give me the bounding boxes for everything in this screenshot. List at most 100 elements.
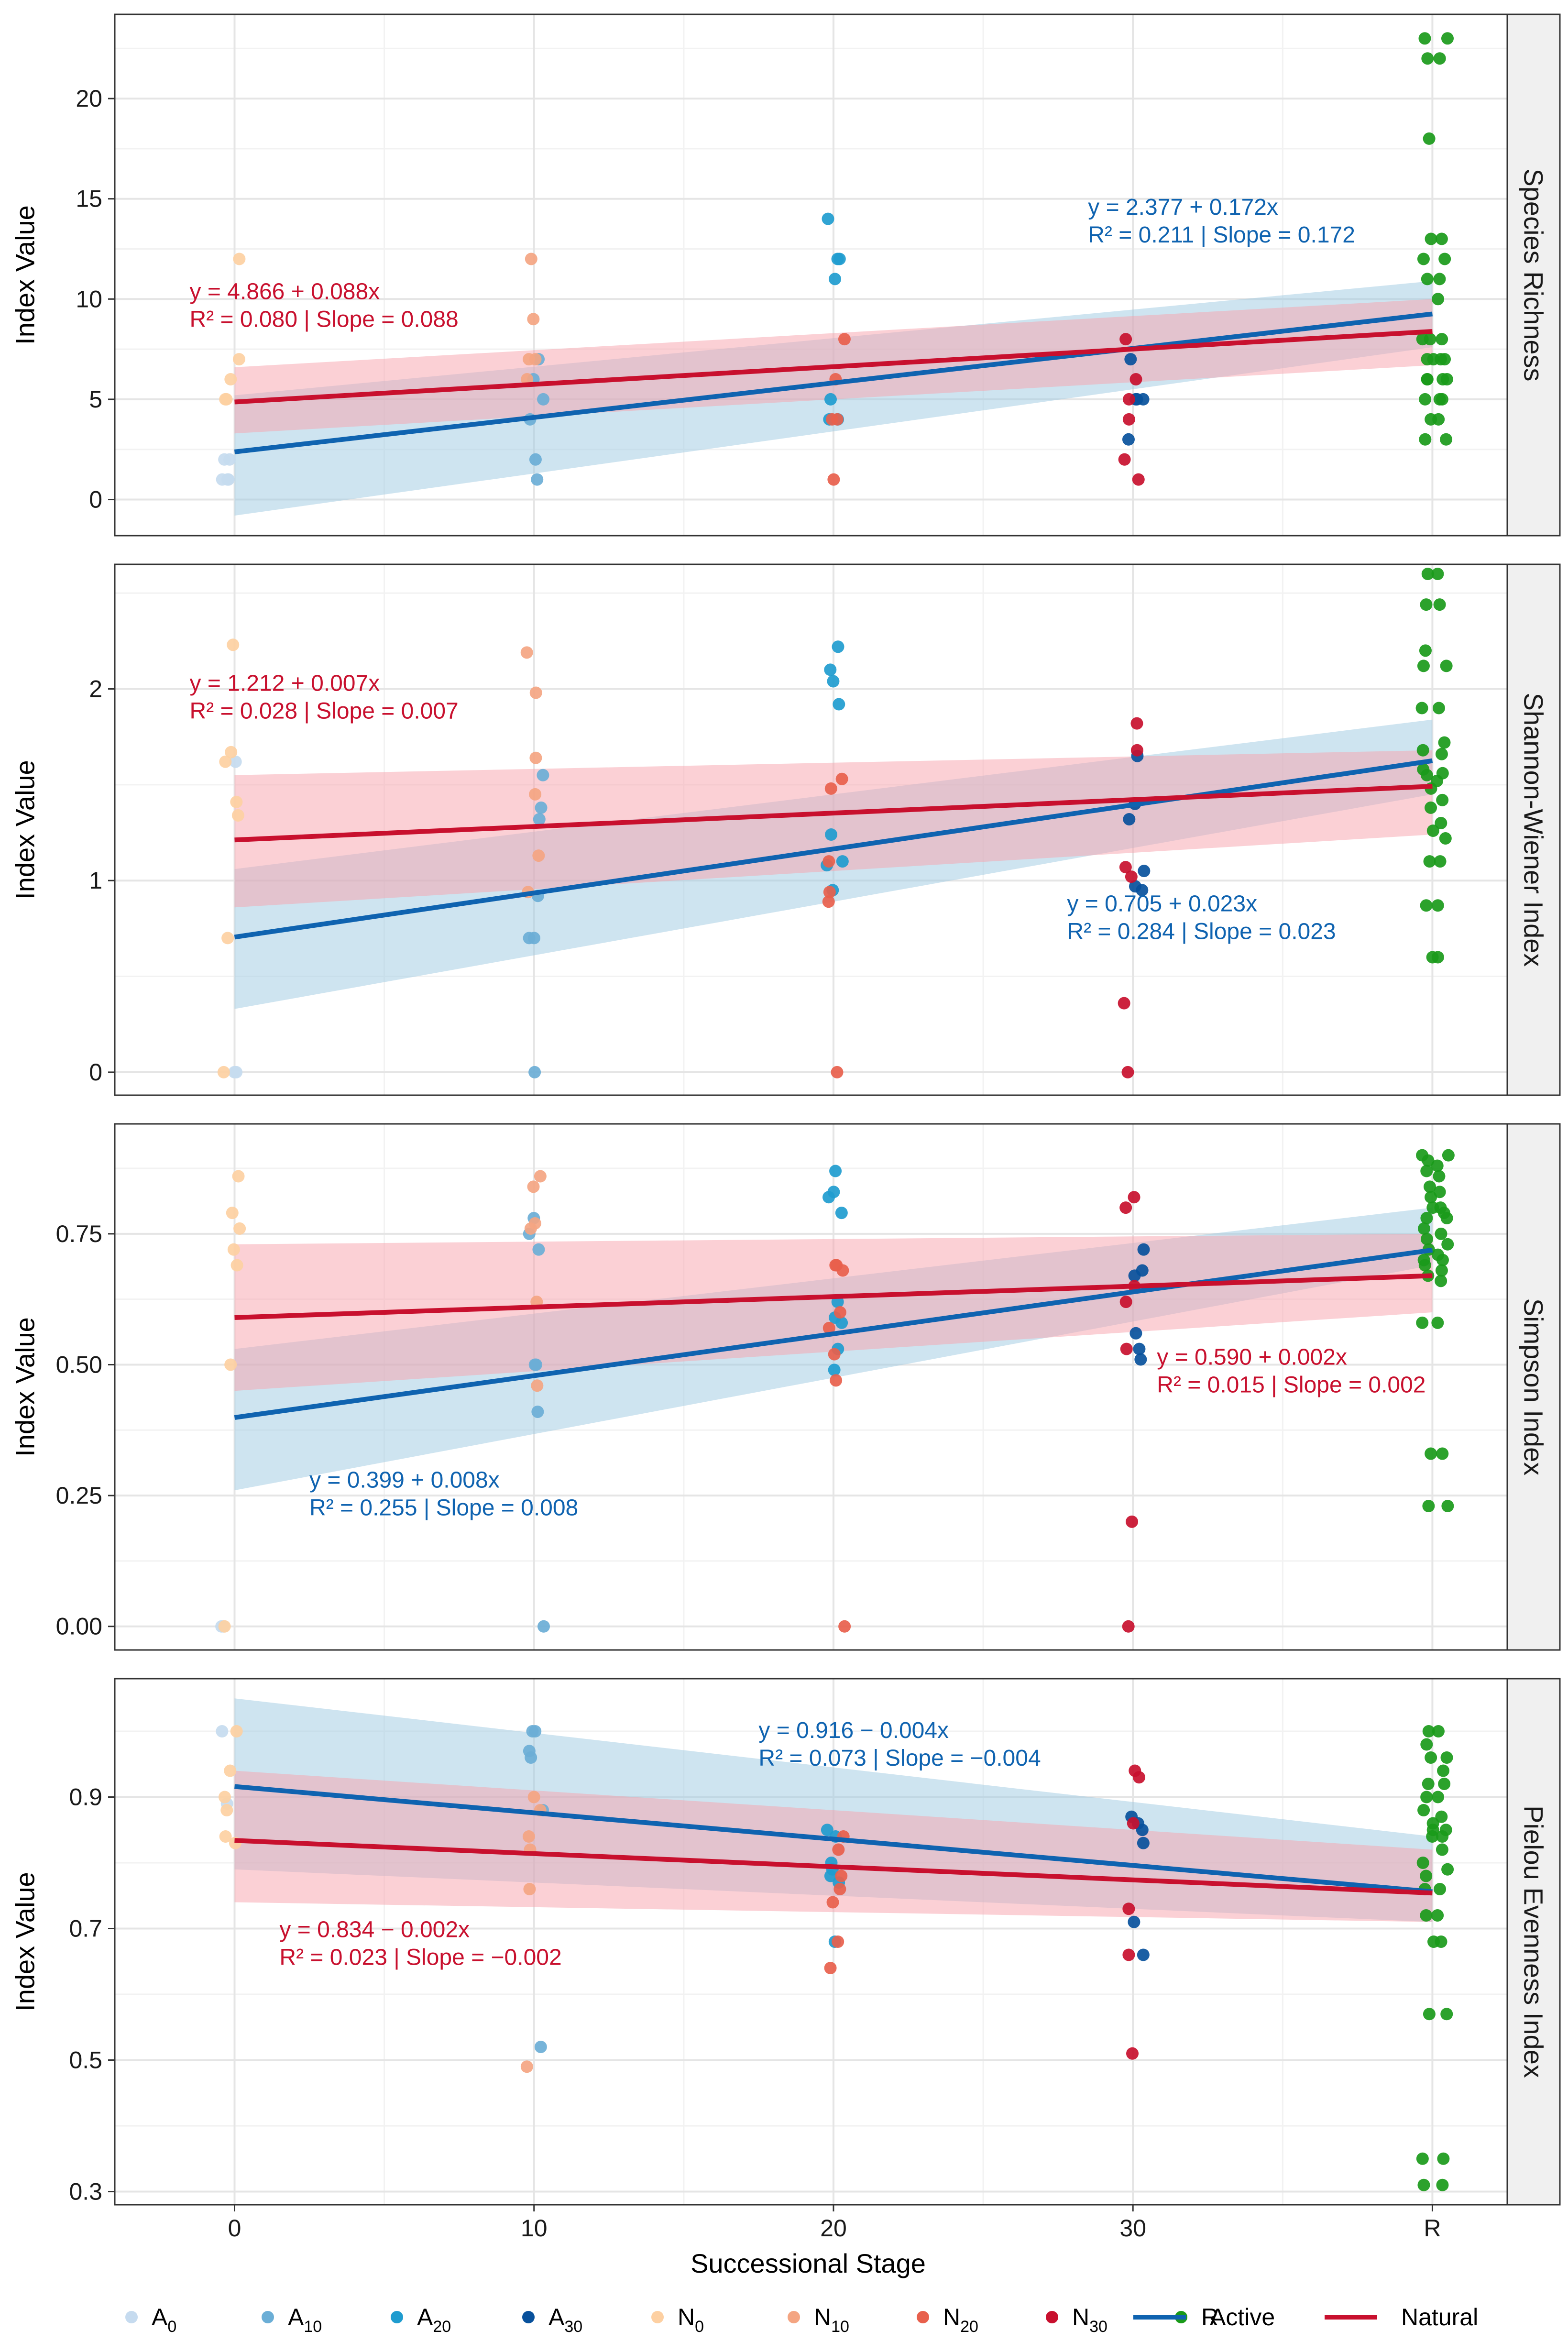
point-A20 — [824, 393, 837, 406]
point-R — [1423, 855, 1436, 868]
legend-item-N20: N20 — [917, 2304, 978, 2336]
point-N30 — [1127, 1817, 1140, 1830]
point-R — [1435, 1227, 1447, 1240]
point-N10 — [523, 1883, 536, 1895]
strip-background — [1506, 13, 1561, 537]
y-tick-label: 15 — [76, 186, 102, 212]
point-N10 — [529, 788, 542, 801]
strip-label: Simpson Index — [1519, 1298, 1549, 1475]
y-axis-title: Index Value — [10, 760, 40, 900]
point-R — [1432, 413, 1445, 426]
panel-3: y = 0.916 − 0.004x R² = 0.073 | Slope = −… — [10, 1678, 1561, 2206]
point-R — [1432, 702, 1445, 715]
legend-key-point — [1046, 2311, 1058, 2323]
active-equation: y = 2.377 + 0.172x — [1088, 195, 1278, 220]
point-N0 — [224, 373, 237, 385]
point-N20 — [822, 1321, 835, 1334]
legend-key-point — [522, 2311, 535, 2323]
natural-equation: y = 1.212 + 0.007x — [190, 671, 380, 696]
point-A10 — [532, 1243, 545, 1256]
y-axis-title: Index Value — [10, 1872, 40, 2012]
point-N20 — [831, 1066, 844, 1078]
point-R — [1422, 1500, 1435, 1513]
point-A20 — [832, 640, 844, 653]
point-R — [1424, 333, 1436, 346]
point-R — [1441, 1500, 1454, 1513]
y-axis-title: Index Value — [10, 205, 40, 345]
point-A20 — [827, 675, 840, 688]
point-N10 — [524, 1222, 537, 1235]
point-A10 — [529, 453, 542, 466]
point-R — [1432, 1791, 1445, 1803]
x-tick-label: 30 — [1119, 2215, 1146, 2242]
point-N30 — [1122, 1620, 1135, 1633]
y-tick-label: 0.50 — [56, 1351, 102, 1378]
point-N30 — [1118, 453, 1131, 466]
point-R — [1431, 1316, 1444, 1329]
point-R — [1431, 899, 1444, 912]
legend-item-Natural: Natural — [1325, 2304, 1478, 2331]
point-R — [1440, 660, 1453, 672]
point-A20 — [829, 1165, 842, 1177]
point-R — [1426, 825, 1439, 837]
legend-item-N10: N10 — [788, 2304, 849, 2336]
point-R — [1423, 1180, 1436, 1193]
natural-stats: R² = 0.015 | Slope = 0.002 — [1157, 1372, 1425, 1397]
point-A30 — [1137, 1243, 1150, 1256]
x-axis-title: Successional Stage — [691, 2248, 926, 2278]
point-N20 — [833, 1883, 846, 1895]
point-R — [1425, 801, 1437, 814]
point-R — [1441, 32, 1454, 45]
legend-item-N30: N30 — [1046, 2304, 1107, 2336]
point-N0 — [219, 755, 232, 768]
point-R — [1433, 598, 1446, 611]
point-R — [1432, 293, 1445, 306]
point-R — [1421, 353, 1434, 366]
point-R — [1440, 2008, 1453, 2021]
point-N20 — [826, 1896, 839, 1909]
point-N20 — [832, 1843, 845, 1856]
point-N20 — [838, 1620, 851, 1633]
point-N30 — [1122, 393, 1135, 406]
point-N10 — [529, 751, 542, 764]
y-axis-title: Index Value — [10, 1317, 40, 1457]
point-R — [1441, 1238, 1454, 1251]
active-stats: R² = 0.073 | Slope = −0.004 — [758, 1746, 1041, 1771]
point-R — [1419, 393, 1432, 406]
point-A20 — [822, 212, 834, 225]
point-R — [1435, 748, 1448, 760]
point-A20 — [828, 1363, 841, 1376]
legend-label: A30 — [548, 2304, 582, 2336]
point-R — [1435, 232, 1448, 245]
legend-key-point — [651, 2311, 664, 2323]
point-A0 — [218, 453, 231, 466]
active-stats: R² = 0.211 | Slope = 0.172 — [1088, 222, 1355, 248]
point-R — [1440, 433, 1453, 446]
point-A30 — [1124, 353, 1137, 366]
point-R — [1423, 2008, 1436, 2021]
legend-item-A10: A10 — [262, 2304, 322, 2336]
legend-key-point — [917, 2311, 929, 2323]
point-R — [1417, 1222, 1430, 1235]
natural-equation: y = 4.866 + 0.088x — [190, 279, 380, 304]
point-R — [1435, 816, 1447, 829]
point-R — [1438, 736, 1451, 749]
legend-label: N30 — [1072, 2304, 1107, 2336]
point-A30 — [1122, 433, 1135, 446]
point-N10 — [529, 686, 542, 699]
point-A30 — [1137, 393, 1150, 406]
x-tick-label: 20 — [820, 2215, 847, 2242]
point-R — [1422, 1154, 1435, 1167]
point-R — [1435, 1275, 1447, 1287]
point-R — [1438, 253, 1451, 265]
legend-label: A10 — [288, 2304, 322, 2336]
point-R — [1417, 1804, 1430, 1816]
point-A10 — [533, 813, 546, 825]
natural-regression-line — [234, 784, 1433, 843]
point-N30 — [1132, 473, 1145, 486]
point-R — [1442, 1149, 1455, 1162]
point-R — [1436, 1830, 1449, 1843]
